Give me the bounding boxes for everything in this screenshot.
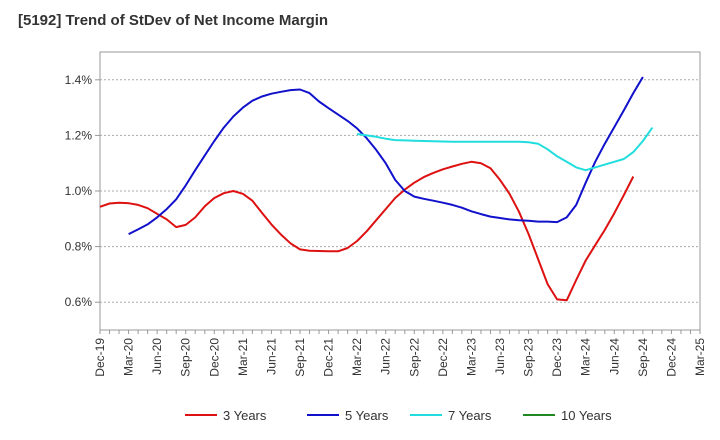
chart-title: [5192] Trend of StDev of Net Income Marg… bbox=[18, 12, 329, 29]
x-axis-tick-labels: Dec-19 Mar-20 Jun-20 Sep-20 Dec-20 Mar-21 Jun-… bbox=[93, 338, 707, 377]
x-tick-label: Mar-25 bbox=[693, 338, 707, 376]
y-axis-tick-labels: 0.6% 0.8% 1.0% 1.2% 1.4% bbox=[65, 73, 100, 309]
x-tick-label: Sep-24 bbox=[636, 338, 650, 377]
x-tick-label: Dec-19 bbox=[93, 338, 107, 377]
x-tick-label: Mar-24 bbox=[579, 338, 593, 376]
x-tick-label: Sep-22 bbox=[407, 338, 421, 377]
x-tick-label: Mar-20 bbox=[122, 338, 136, 376]
y-tick-label: 1.0% bbox=[65, 184, 93, 198]
legend: 3 Years 5 Years 7 Years 10 Years bbox=[185, 408, 612, 423]
x-tick-label: Mar-22 bbox=[350, 338, 364, 376]
x-tick-label: Jun-20 bbox=[150, 338, 164, 375]
y-tick-label: 0.8% bbox=[65, 240, 93, 254]
legend-label: 7 Years bbox=[448, 408, 492, 423]
x-tick-label: Mar-21 bbox=[236, 338, 250, 376]
series-line-1 bbox=[128, 76, 644, 235]
x-tick-label: Dec-24 bbox=[664, 338, 678, 377]
x-tick-label: Dec-21 bbox=[322, 338, 336, 377]
x-tick-label: Dec-23 bbox=[550, 338, 564, 377]
y-tick-label: 1.2% bbox=[65, 128, 93, 142]
legend-label: 10 Years bbox=[561, 408, 612, 423]
x-tick-label: Jun-23 bbox=[493, 338, 507, 375]
x-tick-label: Sep-23 bbox=[522, 338, 536, 377]
x-tick-label: Sep-21 bbox=[293, 338, 307, 377]
y-tick-label: 0.6% bbox=[65, 295, 93, 309]
x-tick-label: Dec-22 bbox=[436, 338, 450, 377]
x-tick-label: Mar-23 bbox=[464, 338, 478, 376]
series-lines bbox=[99, 76, 654, 302]
x-tick-label: Jun-21 bbox=[264, 338, 278, 375]
grid-lines bbox=[100, 79, 700, 303]
series-line-0 bbox=[99, 160, 635, 302]
legend-label: 3 Years bbox=[223, 408, 267, 423]
series-line-2 bbox=[356, 127, 654, 172]
y-tick-label: 1.4% bbox=[65, 73, 93, 87]
legend-label: 5 Years bbox=[345, 408, 389, 423]
x-tick-label: Dec-20 bbox=[207, 338, 221, 377]
x-axis-ticks bbox=[99, 330, 701, 334]
x-tick-label: Jun-24 bbox=[607, 338, 621, 375]
x-tick-label: Jun-22 bbox=[379, 338, 393, 375]
x-tick-label: Sep-20 bbox=[179, 338, 193, 377]
